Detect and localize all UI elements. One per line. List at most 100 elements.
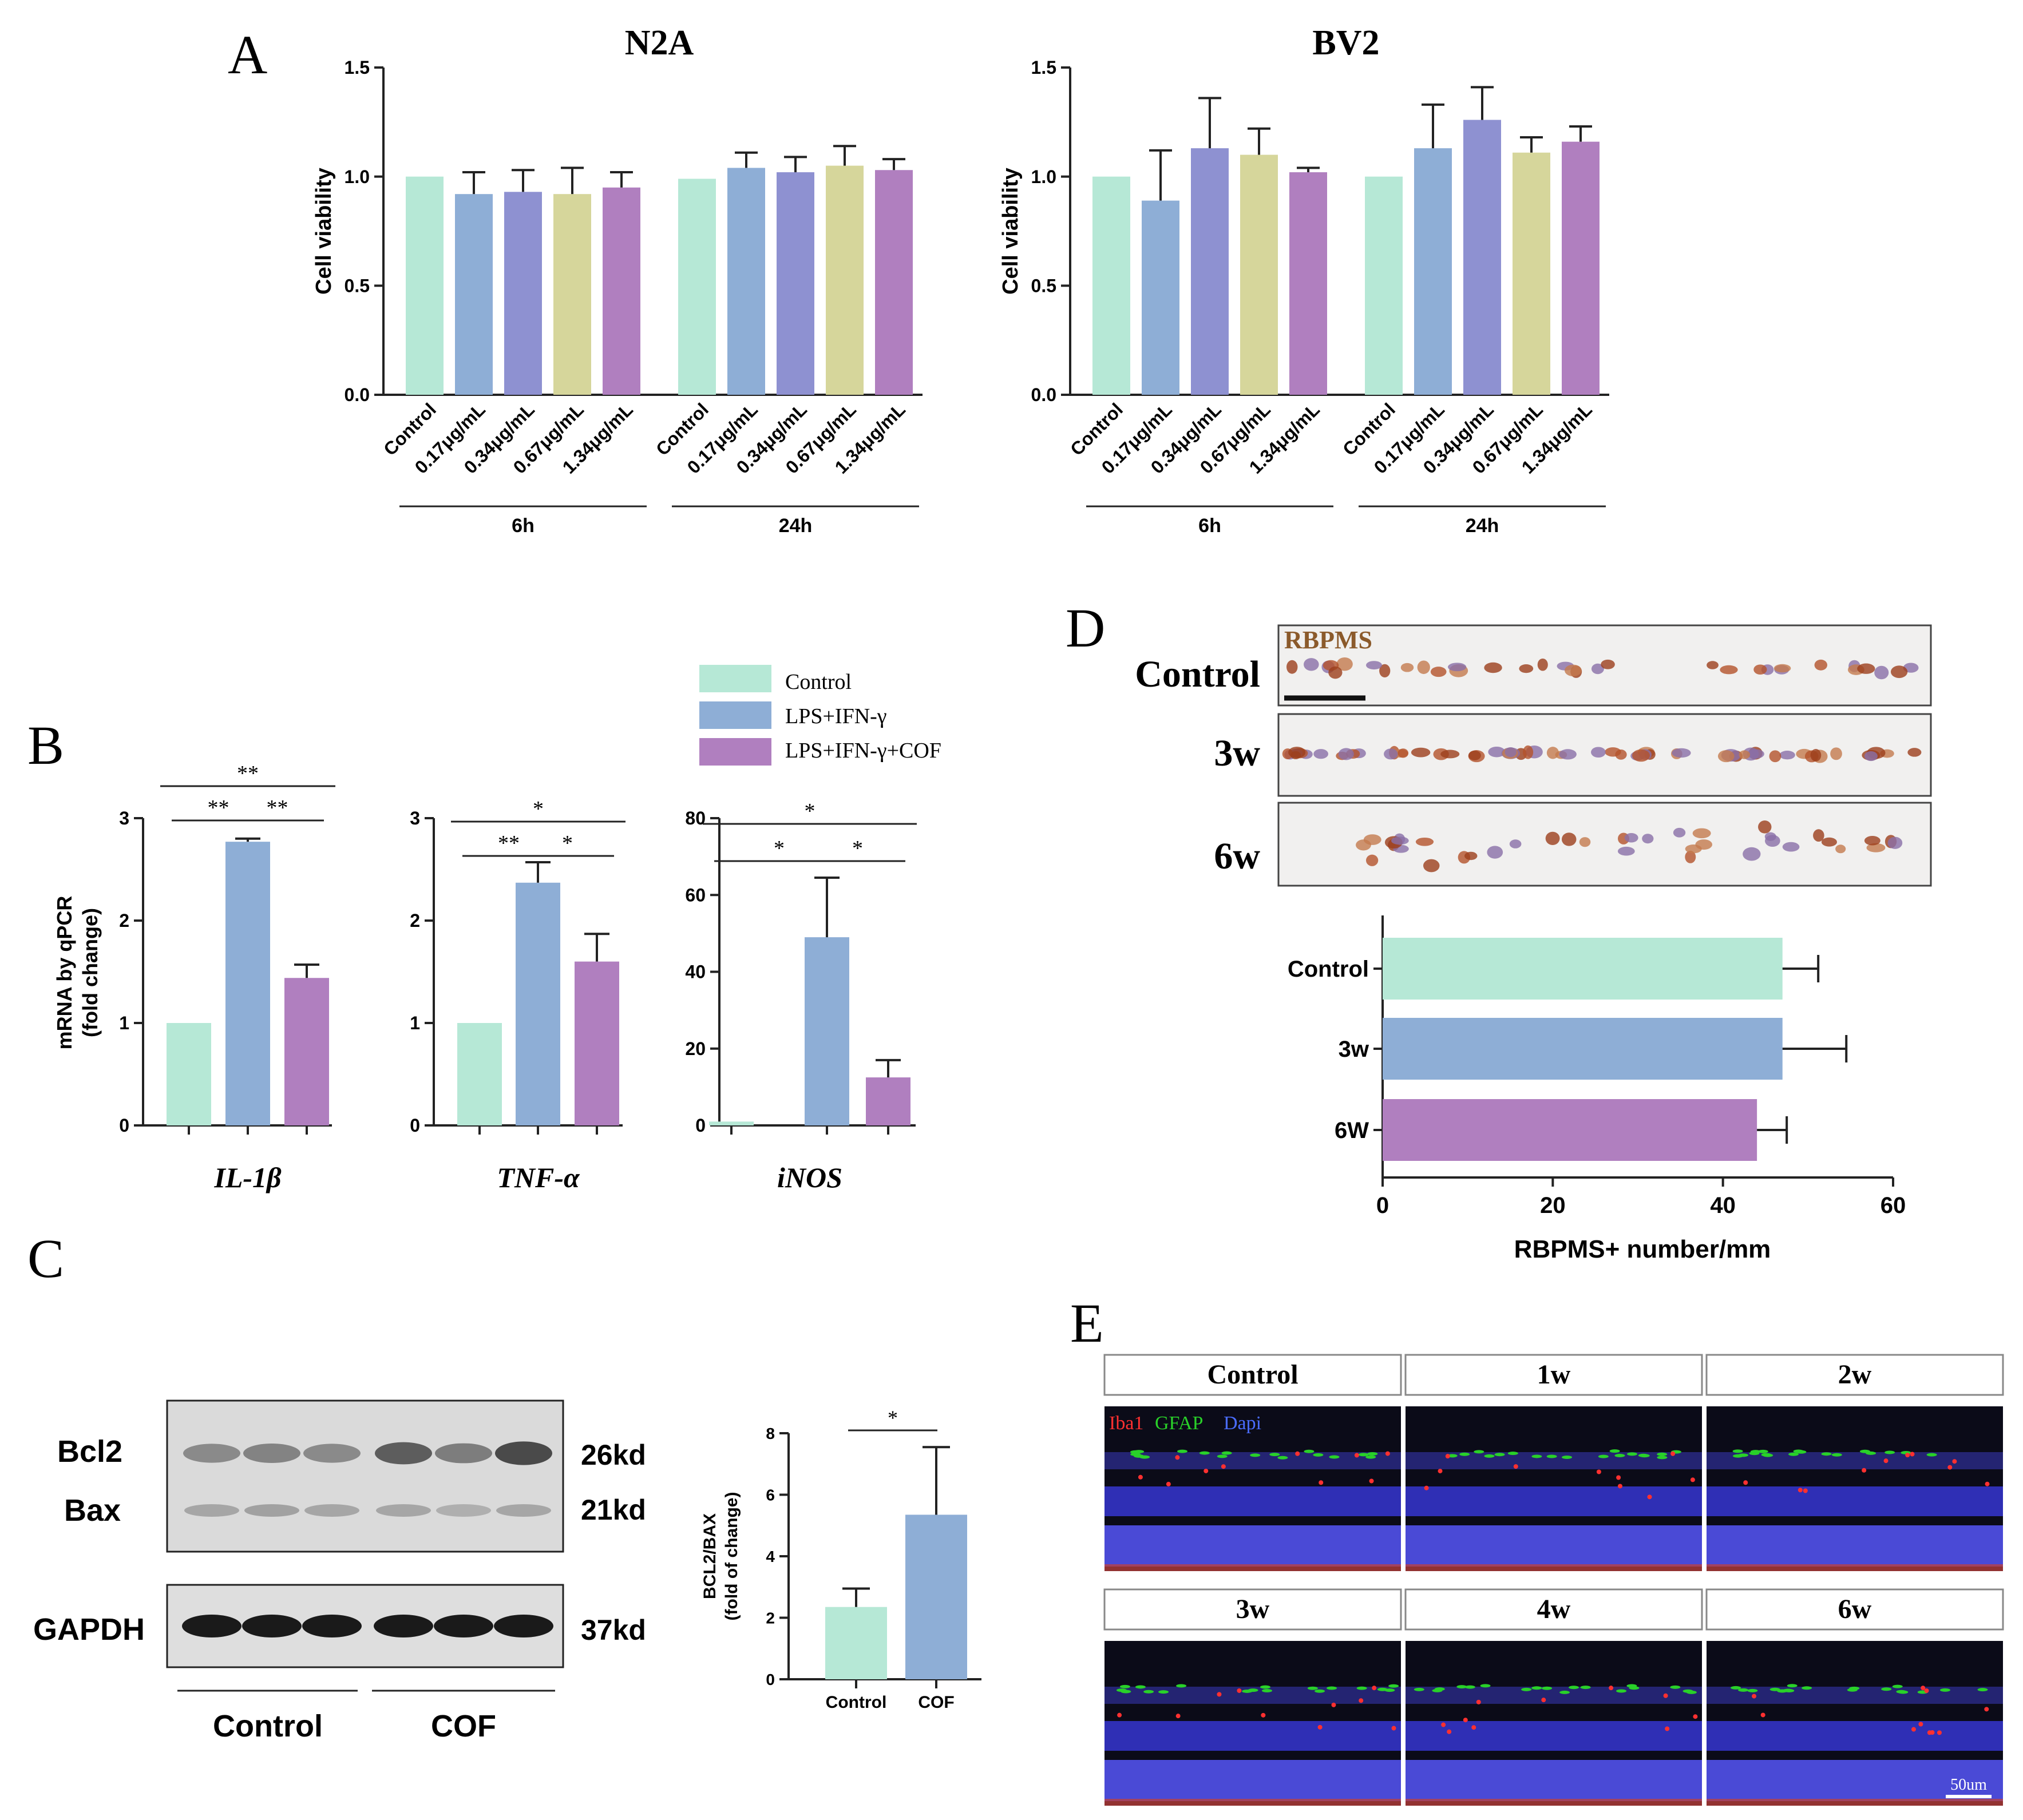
y-tick-label: Control	[1288, 957, 1369, 982]
gfap-signal	[1250, 1453, 1261, 1457]
significance-label: *	[774, 836, 785, 861]
blot-size-gapdh: 37kd	[581, 1614, 646, 1646]
bar	[225, 842, 270, 1125]
rbpms-cell	[1907, 748, 1922, 757]
fluor-header-label: 1w	[1537, 1359, 1571, 1390]
gfap-signal	[1329, 1455, 1340, 1459]
legend-label-control: Control	[785, 670, 852, 694]
y-tick-label: 1.0	[1031, 166, 1056, 187]
retina-layer-rpe	[1707, 1799, 2003, 1806]
y-tick-label: 60	[685, 885, 706, 905]
rbpms-row-label-control: Control	[1135, 653, 1260, 695]
rbpms-cell	[1739, 750, 1751, 759]
iba1-signal	[1476, 1699, 1481, 1704]
gfap-signal	[1388, 1684, 1399, 1688]
iba1-signal	[1596, 1469, 1601, 1474]
iba1-signal	[1391, 1726, 1396, 1731]
iba1-signal	[1609, 1686, 1614, 1691]
gfap-signal	[1568, 1686, 1579, 1690]
iba1-signal	[1166, 1481, 1171, 1486]
inos-qpcr-chart: 0 20 40 60 80 iNOS * * *	[685, 799, 917, 1193]
retina-layer-inl	[1406, 1486, 1702, 1516]
fluor-header-label: 2w	[1838, 1359, 1872, 1390]
iba1-signal	[1617, 1484, 1622, 1489]
significance-label: *	[562, 831, 573, 855]
x-axis-label: iNOS	[777, 1161, 842, 1193]
gfap-signal	[1638, 1453, 1649, 1457]
rbpms-cell	[1423, 859, 1440, 873]
rbpms-cell	[1328, 666, 1343, 679]
gfap-signal	[1686, 1690, 1697, 1694]
gapdh-band	[302, 1615, 362, 1637]
rbpms-cell	[1488, 746, 1506, 758]
gfap-signal	[1313, 1453, 1324, 1457]
gfap-signal	[1821, 1452, 1832, 1456]
rbpms-cells	[1282, 657, 1922, 873]
significance-label: **	[498, 831, 520, 855]
rbpms-cell	[1707, 661, 1719, 669]
bar	[1513, 152, 1550, 395]
iba1-signal	[1175, 1455, 1180, 1460]
bax-band	[304, 1504, 359, 1517]
bar	[825, 1607, 887, 1679]
rbpms-cell	[1864, 751, 1878, 762]
rbpms-cell	[1519, 664, 1534, 673]
iba1-signal	[1359, 1698, 1364, 1703]
rbpms-cell	[1545, 831, 1560, 845]
gfap-signal	[1732, 1454, 1743, 1458]
y-tick-label: 2	[766, 1609, 775, 1627]
x-tick-label: 20	[1540, 1193, 1566, 1218]
gfap-signal	[1507, 1452, 1518, 1456]
gfap-signal	[1580, 1686, 1591, 1690]
rbpms-cell	[1887, 836, 1903, 849]
rbpms-cell	[1692, 828, 1711, 839]
gfap-signal	[1116, 1688, 1127, 1692]
iba1-signal	[1385, 1451, 1390, 1456]
rbpms-cell	[1810, 749, 1822, 762]
iba1-signal	[1693, 1714, 1698, 1719]
iba1-signal	[1905, 1453, 1910, 1458]
bar	[1191, 148, 1229, 395]
gfap-signal	[1977, 1688, 1988, 1692]
legend-swatch-lps-ifn-cof	[699, 738, 771, 766]
rbpms-cell	[1313, 749, 1328, 759]
gfap-signal	[1802, 1686, 1812, 1690]
gfap-signal	[1777, 1689, 1788, 1693]
rbpms-cell	[1365, 854, 1379, 866]
bar	[866, 1077, 910, 1125]
group-label: 6h	[512, 515, 535, 537]
y-tick-label: 40	[685, 962, 706, 982]
fluor-header-box	[1705, 1588, 2004, 1631]
iba1-signal	[1752, 1694, 1757, 1699]
gfap-signal	[1521, 1687, 1532, 1691]
y-tick-label: 0.0	[345, 384, 370, 405]
rbpms-cell	[1617, 846, 1635, 856]
gfap-signal	[1787, 1684, 1798, 1688]
y-tick-label: 6	[766, 1486, 775, 1504]
rbpms-cell	[1468, 750, 1481, 760]
rbpms-cell	[1400, 663, 1414, 672]
gfap-signal	[1456, 1685, 1467, 1689]
iba1-signal	[1471, 1725, 1476, 1730]
gfap-signal	[1670, 1685, 1681, 1689]
retina-layer-inl	[1104, 1721, 1401, 1751]
blot-row-label-bcl2: Bcl2	[57, 1434, 122, 1469]
y-tick-label: 2	[119, 910, 129, 931]
y-tick-label: 2	[410, 910, 420, 931]
y-tick-label: 6W	[1335, 1118, 1369, 1143]
panel-label-a: A	[228, 24, 267, 85]
gfap-signal	[1657, 1452, 1668, 1456]
stain-label-iba1: Iba1	[1109, 1413, 1143, 1434]
iba1-signal	[1647, 1494, 1652, 1500]
iba1-signal	[1883, 1458, 1889, 1464]
iba1-signal	[1743, 1480, 1748, 1485]
iba1-signal	[1927, 1730, 1932, 1735]
retina-layer-rpe	[1104, 1564, 1401, 1571]
y-tick-label: 0.5	[345, 276, 370, 296]
x-tick-label: COF	[918, 1693, 954, 1712]
gfap-signal	[1365, 1455, 1376, 1459]
legend-label-lps-ifn-cof: LPS+IFN-γ+COF	[785, 739, 941, 763]
rbpms-cell	[1821, 837, 1837, 847]
rbpms-cell	[1546, 747, 1559, 759]
iba1-signal	[1921, 1686, 1926, 1691]
